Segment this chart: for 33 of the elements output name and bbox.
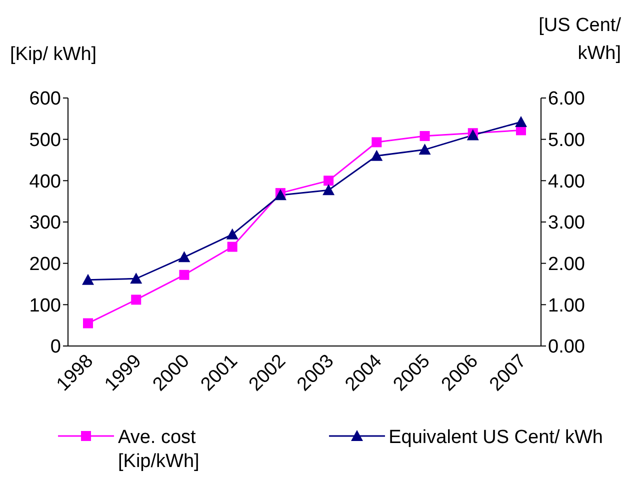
y2-axis-title: [US Cent/ kWh] xyxy=(538,14,621,66)
y-tick-label: 0 xyxy=(50,336,61,358)
y2-tick-label: 5.00 xyxy=(548,130,585,152)
y2-tick-label: 3.00 xyxy=(548,212,585,234)
point xyxy=(131,294,142,305)
legend-label: Equivalent US Cent/ kWh xyxy=(388,426,603,450)
y2-tick-label: 1.00 xyxy=(548,295,585,316)
y2-tick-label: 0.00 xyxy=(548,336,585,358)
point xyxy=(226,228,238,240)
point xyxy=(324,176,334,186)
y2-tick-label: 4.00 xyxy=(548,171,585,192)
y-tick-label: 300 xyxy=(29,212,61,234)
y2-tick-label: 6.00 xyxy=(548,88,585,110)
point xyxy=(82,274,94,285)
y-tick-label: 600 xyxy=(29,88,61,110)
point xyxy=(515,116,527,127)
y-tick-label: 200 xyxy=(29,254,61,276)
y-tick-label: 100 xyxy=(29,295,61,316)
point xyxy=(370,150,383,161)
y2-tick-label: 2.00 xyxy=(548,254,585,276)
point xyxy=(83,318,93,328)
y-axis-title: [Kip/ kWh] xyxy=(10,44,97,66)
point xyxy=(372,137,382,148)
point xyxy=(420,131,430,142)
point xyxy=(178,251,190,262)
point xyxy=(418,144,431,155)
y-tick-label: 500 xyxy=(29,130,61,152)
point xyxy=(322,184,335,196)
y-tick-label: 400 xyxy=(29,171,61,192)
legend-label: Ave. cost [Kip/kWh] xyxy=(118,426,200,474)
point xyxy=(179,270,190,280)
point xyxy=(130,272,142,284)
point xyxy=(227,242,238,252)
